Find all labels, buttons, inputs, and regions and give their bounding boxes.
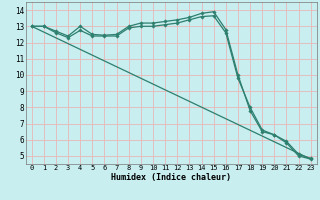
X-axis label: Humidex (Indice chaleur): Humidex (Indice chaleur) [111, 173, 231, 182]
